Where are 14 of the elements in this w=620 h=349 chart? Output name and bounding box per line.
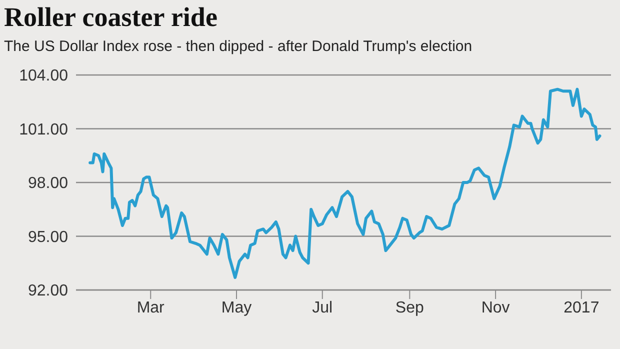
line-series [88, 88, 602, 279]
y-tick-label: 92.00 [28, 282, 68, 300]
x-tick-label: Mar [136, 299, 166, 316]
x-tick-label: May [221, 299, 252, 316]
x-tick-label: Sep [395, 299, 424, 316]
x-tick-label: Jul [312, 299, 333, 316]
y-tick-label: 104.00 [19, 68, 68, 85]
y-tick-label: 95.00 [28, 228, 68, 246]
chart-title: Roller coaster ride [4, 2, 218, 33]
y-tick-label: 101.00 [19, 121, 68, 138]
chart-subtitle: The US Dollar Index rose - then dipped - after Donald Trump's election [4, 38, 472, 55]
y-tick-label: 98.00 [28, 175, 68, 192]
x-tick-label: Nov [481, 299, 510, 316]
x-tick-label: 2017 [564, 299, 600, 316]
